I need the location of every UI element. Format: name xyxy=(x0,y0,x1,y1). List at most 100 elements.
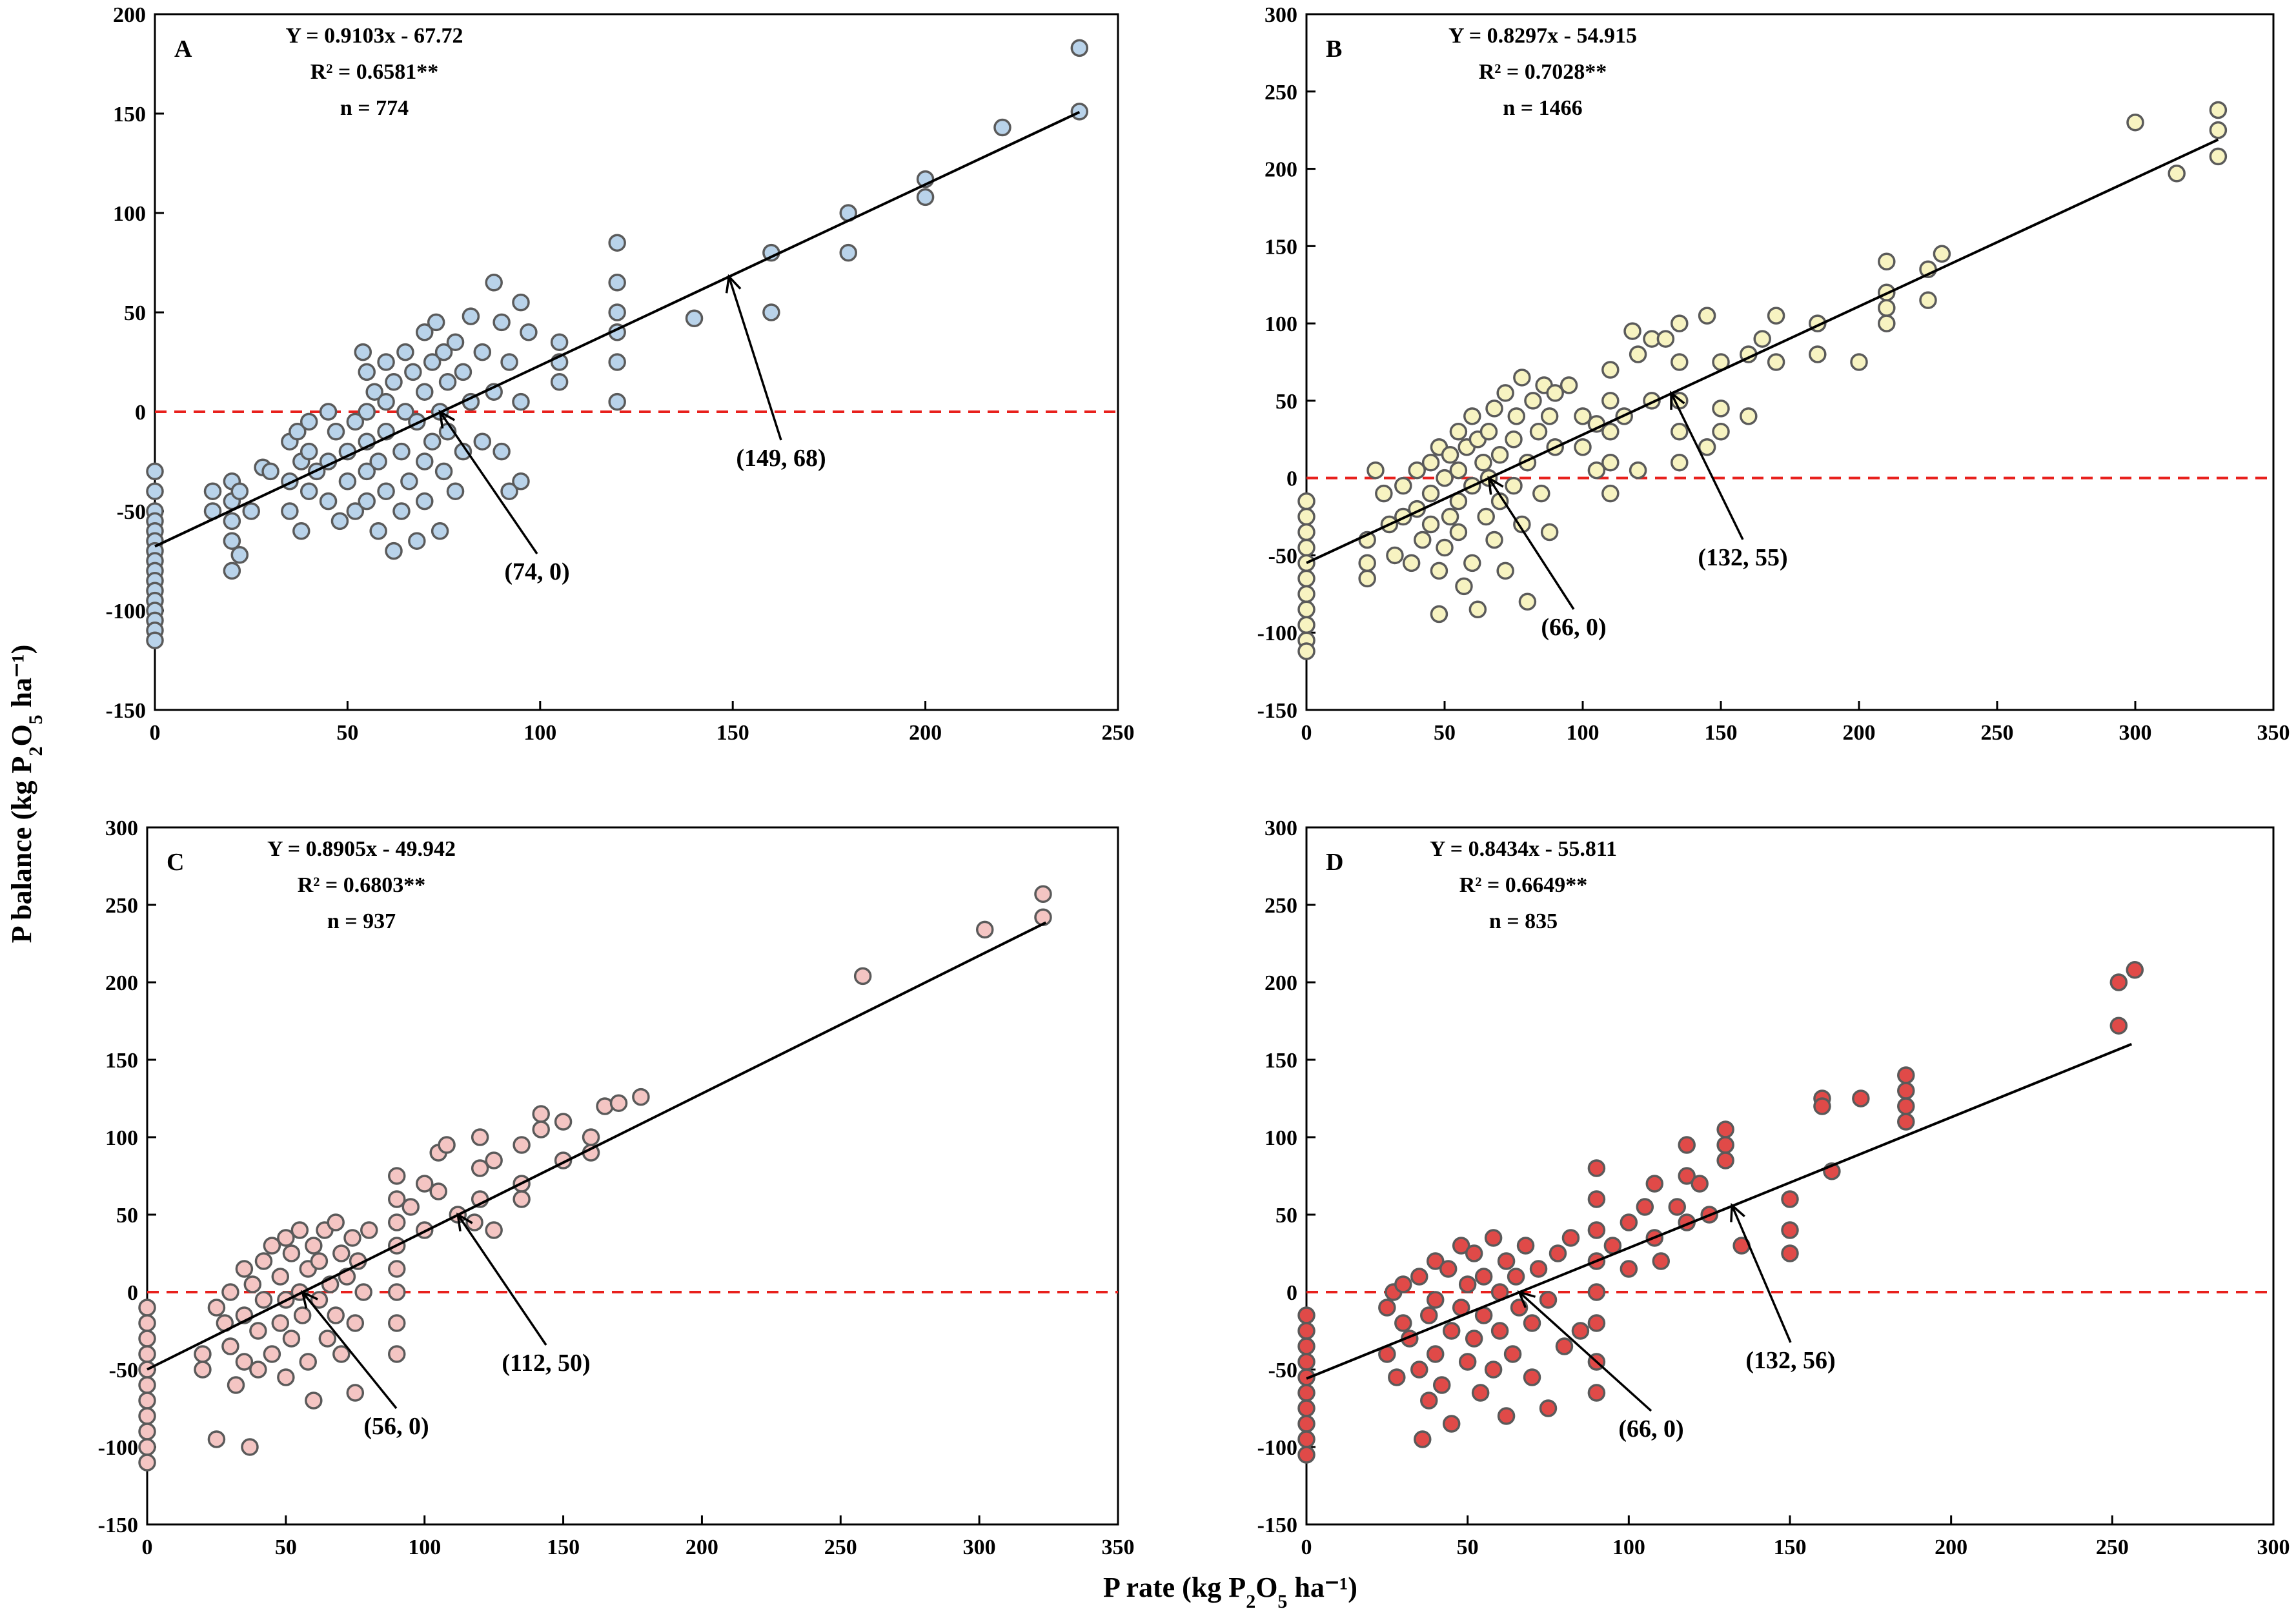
data-point xyxy=(243,1275,262,1293)
annotation-arrow xyxy=(456,1214,547,1346)
data-point xyxy=(473,432,492,450)
data-point xyxy=(1601,484,1620,503)
data-point xyxy=(1485,400,1503,418)
data-point xyxy=(1668,1198,1686,1216)
data-point xyxy=(2126,113,2144,132)
data-point xyxy=(1297,1306,1316,1324)
data-point xyxy=(1297,492,1316,511)
y-tick-label: -150 xyxy=(106,699,146,723)
data-point xyxy=(1513,369,1531,387)
panel-d: 0 50 100 150 200 250 300 -150 -100 -50 0 50 100 150 20… xyxy=(1257,816,2290,1559)
data-point xyxy=(319,492,338,511)
data-point xyxy=(310,1291,329,1309)
data-point xyxy=(1897,1066,1915,1084)
annotation-label: (74, 0) xyxy=(504,558,569,585)
data-point xyxy=(1540,523,1559,541)
data-point xyxy=(138,1330,156,1348)
data-point xyxy=(289,423,307,441)
y-tick-label: 300 xyxy=(105,816,138,840)
data-point xyxy=(354,343,372,361)
panel-a: 0 50 100 150 200 250 -150 -100 -50 0 50 100 150 200 A Y… xyxy=(106,3,1135,745)
data-point xyxy=(1410,1361,1428,1379)
data-point xyxy=(300,412,318,431)
data-point xyxy=(318,1330,337,1348)
data-point xyxy=(609,1094,628,1112)
data-point xyxy=(194,1361,212,1379)
data-point xyxy=(853,967,872,986)
data-point xyxy=(271,1314,290,1332)
data-point xyxy=(608,274,626,292)
data-point xyxy=(387,1167,406,1185)
data-point xyxy=(1652,1252,1671,1270)
data-point xyxy=(138,1438,156,1456)
x-tick-label: 150 xyxy=(716,721,749,745)
data-point xyxy=(1442,1322,1461,1340)
data-point xyxy=(512,293,530,312)
data-point xyxy=(1471,1384,1490,1402)
data-point xyxy=(520,323,538,341)
data-point xyxy=(1441,507,1459,526)
data-point xyxy=(1571,1322,1590,1340)
x-tick-label: 350 xyxy=(1102,1535,1135,1559)
data-point xyxy=(223,532,241,550)
data-point xyxy=(299,1353,317,1371)
data-point xyxy=(1432,1376,1451,1394)
annotation-arrowhead xyxy=(301,1290,318,1309)
data-point xyxy=(1297,616,1316,634)
data-point xyxy=(1297,1415,1316,1433)
data-point xyxy=(369,452,387,471)
data-point xyxy=(2109,1017,2128,1035)
data-point xyxy=(1781,1190,1799,1208)
data-point xyxy=(138,1422,156,1441)
x-tick-label: 0 xyxy=(150,721,161,745)
data-point xyxy=(1463,554,1481,572)
data-point xyxy=(1516,1237,1535,1255)
data-point xyxy=(1297,1430,1316,1448)
y-tick-label: 50 xyxy=(124,301,146,325)
regression-line xyxy=(1306,1042,2133,1380)
data-point xyxy=(138,1361,156,1379)
x-tick-label: 150 xyxy=(1774,1535,1807,1559)
data-point xyxy=(438,373,457,391)
data-point xyxy=(1587,1384,1606,1402)
data-point xyxy=(392,442,411,461)
data-point xyxy=(2209,101,2228,119)
data-point xyxy=(138,1299,156,1317)
data-point xyxy=(762,303,780,321)
data-point xyxy=(377,353,395,371)
y-tick-label: 0 xyxy=(1286,467,1297,491)
y-tick-label: -100 xyxy=(1257,622,1297,645)
data-point xyxy=(277,1368,295,1386)
y-tick-label: -100 xyxy=(106,600,146,623)
r-squared: R² = 0.7028** xyxy=(1479,60,1607,84)
data-point xyxy=(194,1345,212,1363)
data-point xyxy=(254,1252,273,1270)
data-point xyxy=(292,522,310,540)
data-point xyxy=(254,1291,273,1309)
data-point xyxy=(1507,1268,1525,1286)
data-point xyxy=(310,1252,329,1270)
data-point xyxy=(1629,345,1647,363)
data-point xyxy=(1394,1275,1412,1293)
data-point xyxy=(608,392,626,411)
data-point xyxy=(327,1306,345,1324)
data-point xyxy=(263,1345,281,1363)
data-point xyxy=(1474,453,1492,472)
data-point xyxy=(1781,1221,1799,1239)
x-tick-label: 100 xyxy=(408,1535,441,1559)
data-point xyxy=(346,1314,365,1332)
data-point xyxy=(146,462,164,481)
y-tick-label: -50 xyxy=(1268,544,1297,568)
data-point xyxy=(1505,476,1523,495)
data-point xyxy=(1620,1260,1638,1278)
data-point xyxy=(1513,515,1531,534)
data-point xyxy=(1698,307,1716,325)
data-point xyxy=(1426,1252,1445,1270)
y-tick-label: 250 xyxy=(105,894,138,918)
y-tick-label: 100 xyxy=(113,202,146,226)
data-point xyxy=(993,118,1011,137)
data-point xyxy=(1809,345,1827,363)
data-point xyxy=(138,1407,156,1425)
data-point xyxy=(261,462,279,481)
data-point xyxy=(1691,1175,1709,1193)
